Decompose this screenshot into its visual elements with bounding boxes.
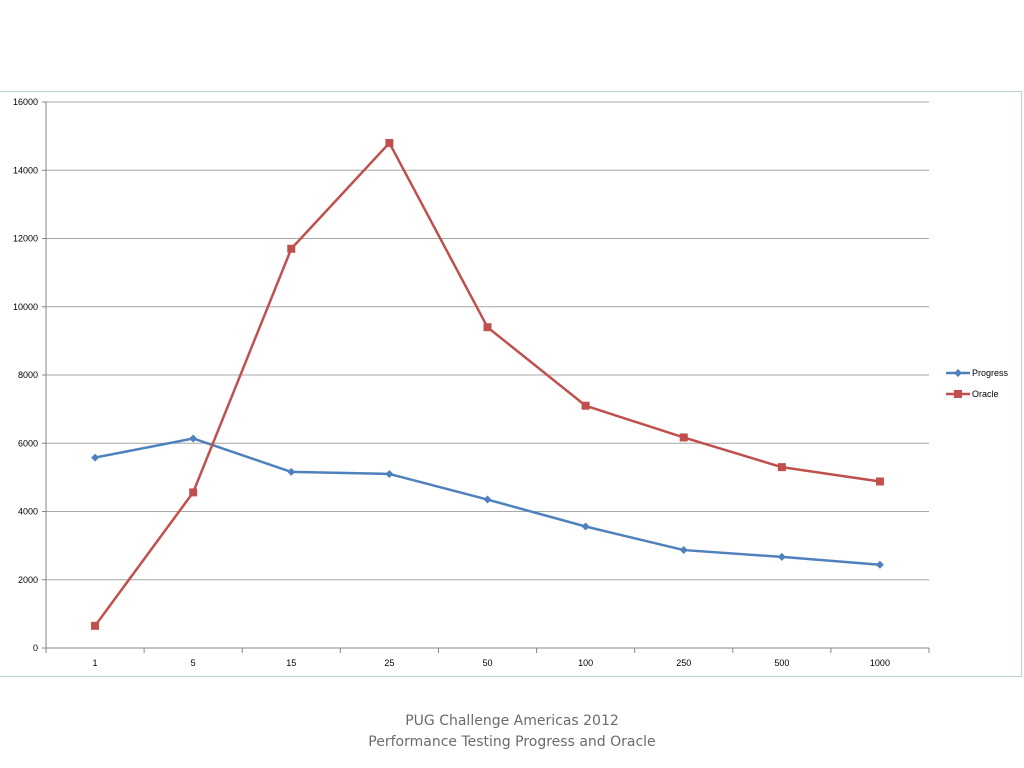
y-tick-label: 12000 [13, 234, 38, 244]
oracle-point [287, 244, 296, 253]
x-tick-label: 250 [676, 658, 691, 668]
y-tick-label: 8000 [18, 370, 38, 380]
footer-line-1: PUG Challenge Americas 2012 [405, 713, 619, 729]
progress-point [875, 560, 884, 569]
progress-legend-marker [954, 369, 962, 377]
y-tick-label: 4000 [18, 507, 38, 517]
y-tick-label: 10000 [13, 302, 38, 312]
x-tick-label: 5 [191, 658, 196, 668]
oracle-legend-label: Oracle [972, 389, 999, 399]
x-tick-label: 1 [93, 658, 98, 668]
oracle-point [385, 138, 394, 147]
progress-point [91, 453, 100, 462]
progress-point [385, 469, 394, 478]
y-tick-label: 16000 [13, 97, 38, 107]
progress-point [483, 495, 492, 504]
x-tick-label: 500 [774, 658, 789, 668]
y-tick-label: 14000 [13, 165, 38, 175]
progress-legend-label: Progress [972, 368, 1009, 378]
oracle-point [91, 621, 100, 630]
progress-point [777, 552, 786, 561]
progress-point [679, 546, 688, 555]
y-tick-label: 2000 [18, 575, 38, 585]
slide-footer: PUG Challenge Americas 2012 Performance … [0, 711, 1024, 753]
oracle-point [189, 488, 198, 497]
y-tick-label: 0 [33, 643, 38, 653]
oracle-point [483, 323, 492, 332]
progress-point [581, 522, 590, 531]
oracle-point [875, 477, 884, 486]
oracle-legend-marker [954, 390, 962, 398]
x-tick-label: 1000 [870, 658, 890, 668]
progress-point [189, 434, 198, 443]
x-tick-label: 50 [482, 658, 492, 668]
oracle-point [777, 463, 786, 472]
oracle-series-line [94, 141, 881, 627]
x-tick-label: 100 [578, 658, 593, 668]
x-tick-label: 25 [384, 658, 394, 668]
progress-point [287, 467, 296, 476]
footer-line-2: Performance Testing Progress and Oracle [368, 734, 656, 750]
oracle-point [581, 401, 590, 410]
x-tick-label: 15 [286, 658, 296, 668]
oracle-point [679, 433, 688, 442]
y-tick-label: 6000 [18, 438, 38, 448]
